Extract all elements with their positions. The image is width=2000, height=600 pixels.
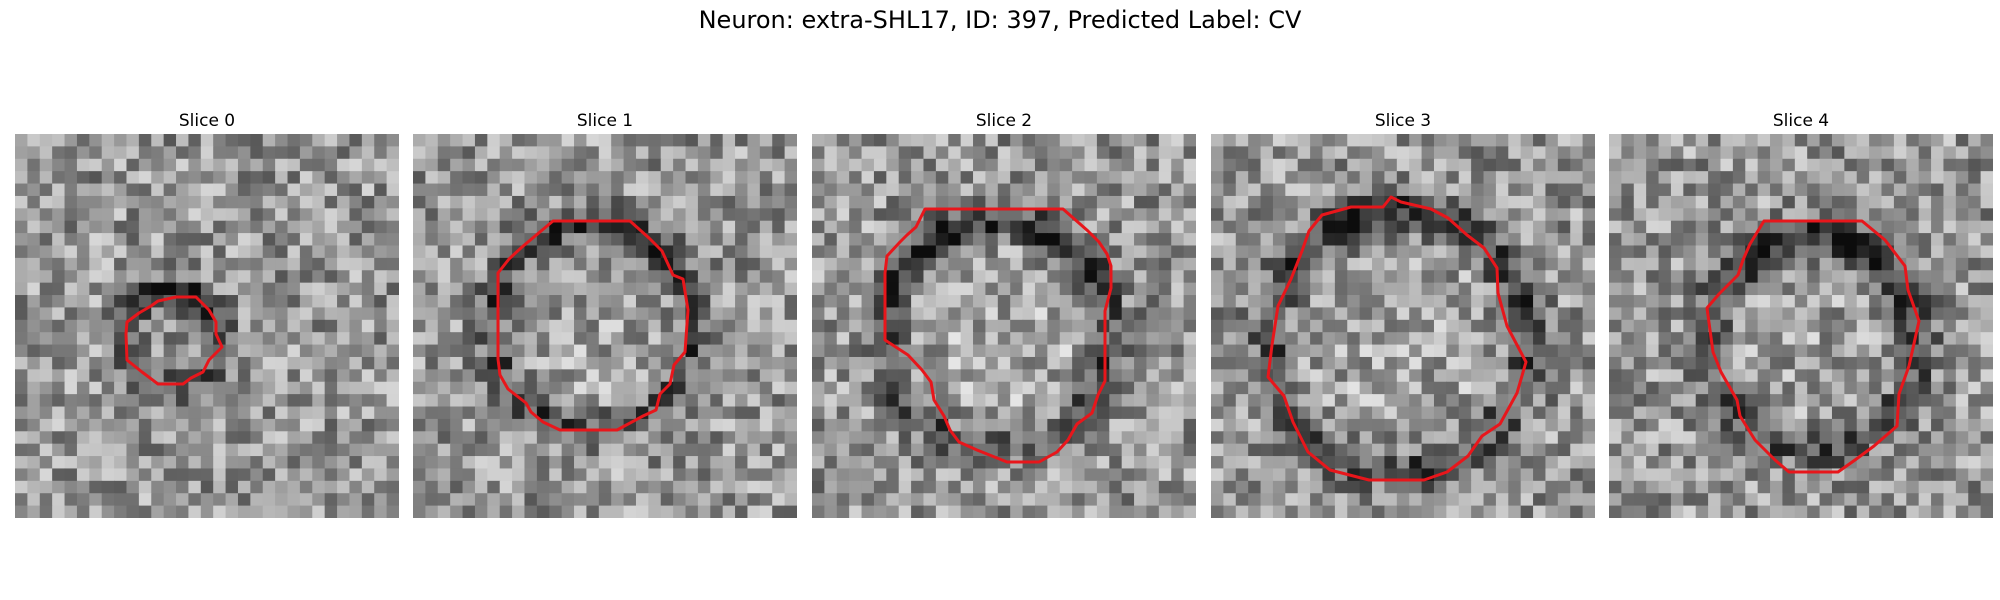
roi-contour-1: [496, 219, 690, 432]
slice-panel-4: Slice 4: [1609, 108, 1993, 518]
slice-image-2: [812, 134, 1196, 518]
slice-title-1: Slice 1: [576, 111, 634, 131]
slice-image-1: [413, 134, 797, 518]
slice-title-4: Slice 4: [1772, 111, 1830, 131]
roi-contour-2: [883, 207, 1113, 464]
slice-panel-2: Slice 2: [812, 108, 1196, 518]
slice-image-0: [15, 134, 399, 518]
slice-image-4: [1609, 134, 1993, 518]
slice-panel-3: Slice 3: [1211, 108, 1595, 518]
roi-contour-4: [1705, 219, 1921, 474]
slice-image-3: [1211, 134, 1595, 518]
slice-title-2: Slice 2: [975, 111, 1033, 131]
roi-contour-0: [124, 295, 224, 386]
slice-panel-1: Slice 1: [413, 108, 797, 518]
slice-title-3: Slice 3: [1374, 111, 1432, 131]
roi-contour-3: [1266, 195, 1528, 482]
slice-title-0: Slice 0: [178, 111, 236, 131]
slice-panel-0: Slice 0: [15, 108, 399, 518]
figure-title: Neuron: extra-SHL17, ID: 397, Predicted …: [698, 6, 1302, 34]
